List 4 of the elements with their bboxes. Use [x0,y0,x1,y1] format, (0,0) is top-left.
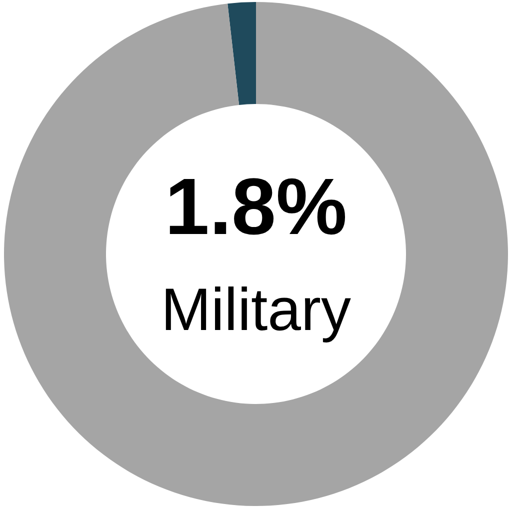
slice-label: Military [161,276,351,343]
donut-slice [4,2,508,506]
donut-slice [228,2,256,105]
data-label: 1.8% [164,162,348,251]
